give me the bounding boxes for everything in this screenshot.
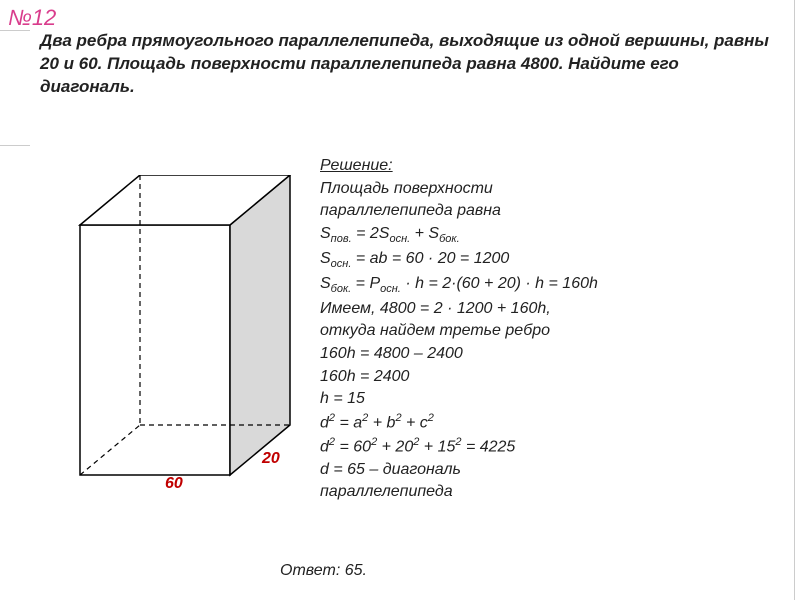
solution-header: Решение: (320, 155, 790, 177)
slide-border-right (794, 0, 795, 600)
solution-line: Имеем, 4800 = 2 · 1200 + 160h, (320, 298, 790, 320)
slide-guide-2 (0, 145, 30, 146)
solution-line: d = 65 – диагональ (320, 459, 790, 481)
answer-text: Ответ: 65. (280, 562, 367, 580)
solution-line: 160h = 2400 (320, 366, 790, 388)
problem-number: №12 (8, 5, 56, 31)
solution-line: d2 = 602 + 202 + 152 = 4225 (320, 435, 790, 458)
solution-line: Sпов. = 2Sосн. + Sбок. (320, 223, 790, 247)
solution-block: Решение: Площадь поверхности параллелепи… (320, 155, 790, 504)
edge-label-20: 20 (262, 450, 280, 468)
problem-text: Два ребра прямоугольного параллелепипеда… (40, 30, 770, 99)
solution-line: параллелепипеда (320, 481, 790, 503)
solution-line: Sосн. = ab = 60 · 20 = 1200 (320, 248, 790, 272)
solution-line: параллелепипеда равна (320, 200, 790, 222)
solution-line: 160h = 4800 – 2400 (320, 343, 790, 365)
solution-line: d2 = a2 + b2 + c2 (320, 411, 790, 434)
edge-label-60: 60 (165, 475, 183, 493)
solution-line: Площадь поверхности (320, 178, 790, 200)
parallelepiped-diagram (60, 175, 320, 505)
solution-line: откуда найдем третье ребро (320, 320, 790, 342)
solution-line: Sбок. = Pосн. · h = 2·(60 + 20) · h = 16… (320, 273, 790, 297)
solution-line: h = 15 (320, 388, 790, 410)
